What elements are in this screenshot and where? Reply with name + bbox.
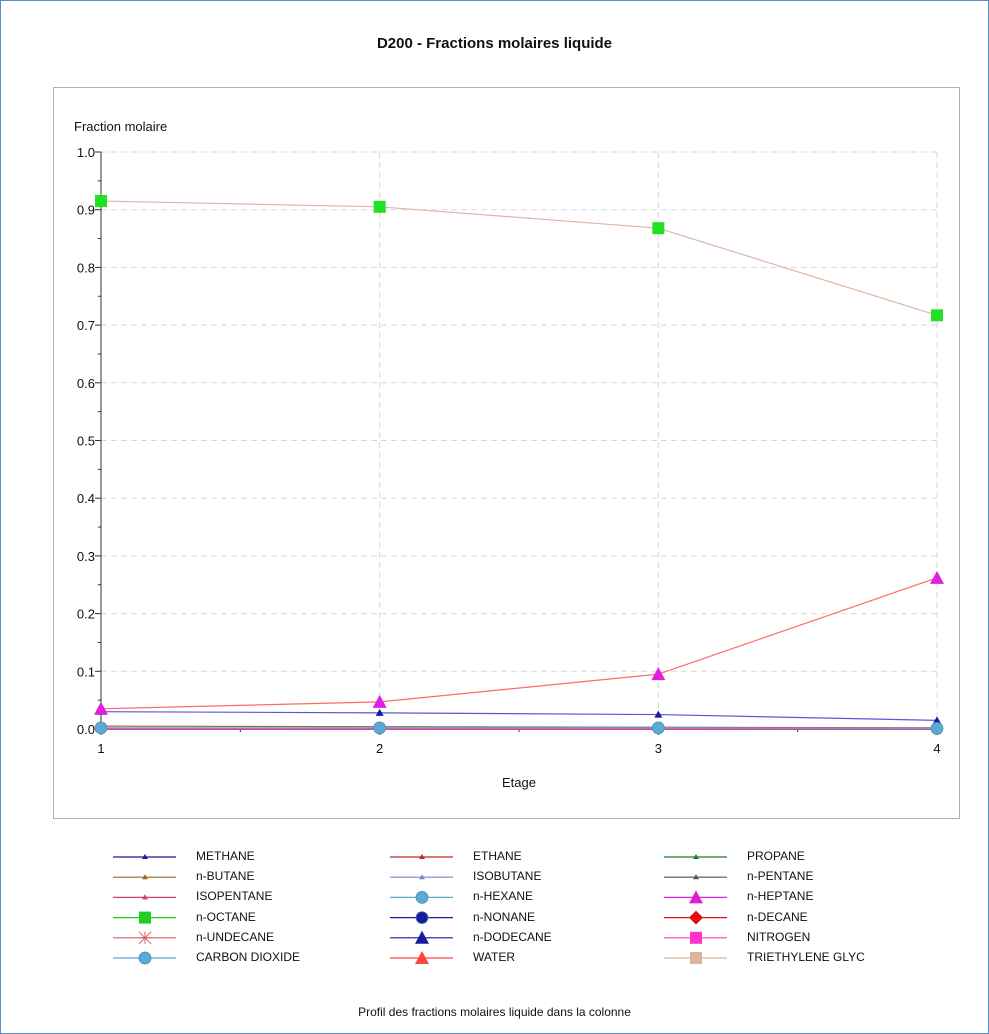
x-tick-label: 1	[97, 741, 104, 756]
series-water	[94, 570, 944, 715]
x-tick-label: 3	[655, 741, 662, 756]
y-tick-label: 0.0	[77, 722, 95, 737]
data-point	[373, 200, 386, 213]
data-point	[933, 716, 941, 724]
x-tick-label: 4	[933, 741, 940, 756]
chart-title: D200 - Fractions molaires liquide	[376, 35, 613, 52]
chart-caption: Profil des fractions molaires liquide da…	[358, 1005, 631, 1019]
y-tick-label: 0.2	[77, 607, 95, 622]
series-line	[100, 200, 938, 316]
data-point	[372, 694, 387, 708]
y-tick-label: 0.4	[77, 491, 95, 506]
line-chart: 0.0 0.1 0.2 0.3 0.4 0.5 0.6 0.7 0.8 0.9 1.0 1 2 3 4 Fra…	[74, 119, 944, 790]
series-line	[100, 577, 938, 710]
data-point	[931, 309, 943, 322]
data-point	[651, 721, 665, 735]
data-point	[375, 708, 384, 716]
series-carbon-dioxide	[94, 721, 944, 735]
data-point	[94, 721, 108, 735]
data-point	[373, 721, 387, 735]
data-point	[652, 222, 665, 235]
y-tick-label: 0.3	[77, 549, 95, 564]
y-tick-label: 0.8	[77, 260, 95, 275]
y-tick-label: 0.6	[77, 376, 95, 391]
data-point	[654, 710, 663, 718]
y-tick-label: 0.5	[77, 434, 95, 449]
y-tick-label: 0.7	[77, 318, 95, 333]
x-axis-label: Etage	[502, 775, 536, 790]
data-point	[95, 195, 107, 208]
y-tick-label: 0.1	[77, 664, 95, 679]
y-tick-label: 1.0	[77, 145, 95, 160]
data-point	[930, 570, 944, 584]
data-point	[94, 701, 108, 715]
series-n-dodecane	[97, 707, 941, 724]
y-tick-label: 0.9	[77, 203, 95, 218]
plot-area: 0.0 0.1 0.2 0.3 0.4 0.5 0.6 0.7 0.8 0.9 1.0 1 2 3 4 Fra…	[53, 87, 960, 819]
y-axis-label: Fraction molaire	[74, 119, 167, 134]
x-tick-label: 2	[376, 741, 383, 756]
series-line	[100, 711, 938, 721]
data-point	[930, 722, 944, 735]
series-line	[101, 727, 938, 730]
series-triethylene-glyc	[95, 195, 943, 322]
data-point	[651, 667, 666, 681]
